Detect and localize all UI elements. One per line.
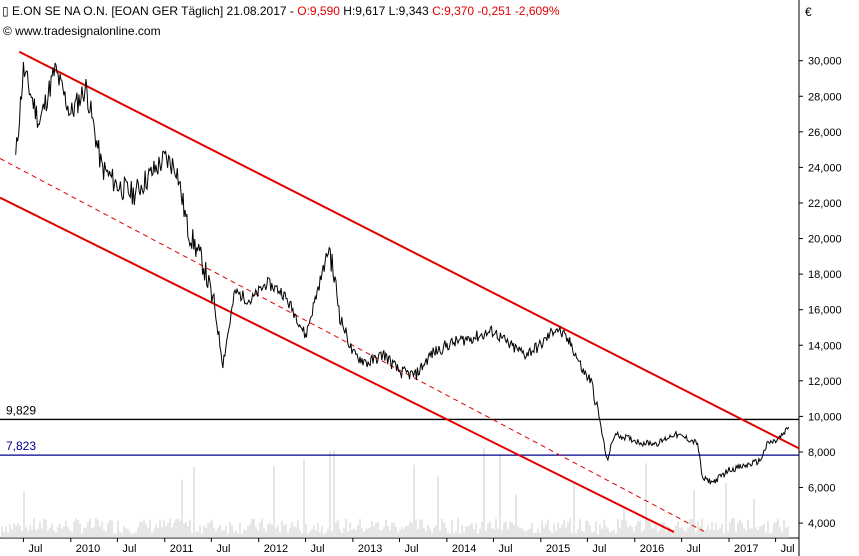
instrument-icon[interactable]: ▯ <box>2 4 9 18</box>
x-tick-label: 2017 <box>734 543 758 555</box>
y-tick-label: 18,000 <box>808 269 842 281</box>
y-tick-label: 14,000 <box>808 340 842 352</box>
low-value: L:9,343 <box>388 4 429 18</box>
y-tick-label: 22,000 <box>808 198 842 210</box>
high-value: H:9,617 <box>343 4 386 18</box>
x-tick-label: Jul <box>687 543 701 555</box>
y-tick-label: 30,000 <box>808 56 842 68</box>
x-tick-label: 2015 <box>546 543 570 555</box>
x-tick-label: Jul <box>311 543 325 555</box>
chart-header: ▯ E.ON SE NA O.N. [EOAN GER Täglich] 21.… <box>2 4 560 18</box>
x-tick-label: 2011 <box>170 543 194 555</box>
x-tick-label: Jul <box>216 543 230 555</box>
instrument-code: [EOAN GER <box>111 4 179 18</box>
x-tick-label: Jul <box>592 543 606 555</box>
x-tick-label: Jul <box>28 543 42 555</box>
y-tick-label: 12,000 <box>808 376 842 388</box>
channel-line <box>18 50 800 450</box>
y-tick-label: 20,000 <box>808 234 842 246</box>
copyright-notice: © www.tradesignalonline.com <box>3 24 161 38</box>
price-line <box>15 61 790 485</box>
y-tick-label: 10,000 <box>808 411 842 423</box>
level-label: 9,829 <box>6 403 36 417</box>
change-percent: -2,609% <box>514 4 560 18</box>
currency-label: € <box>805 5 812 19</box>
x-tick-label: 2012 <box>264 543 288 555</box>
y-tick-label: 28,000 <box>808 91 842 103</box>
x-tick-label: 2016 <box>640 543 664 555</box>
close-value: C:9,370 <box>432 4 475 18</box>
instrument-name: E.ON SE NA O.N. <box>11 4 108 18</box>
x-tick-label: Jul <box>122 543 136 555</box>
x-tick-label: 2013 <box>358 543 382 555</box>
x-tick-label: Jul <box>405 543 419 555</box>
y-tick-label: 8,000 <box>808 447 836 459</box>
change-value: -0,251 <box>477 4 512 18</box>
channel-midline <box>0 158 706 533</box>
interval-label: Täglich] <box>181 4 224 18</box>
y-tick-label: 6,000 <box>808 483 836 495</box>
quote-date: 21.08.2017 <box>226 4 287 18</box>
channel-line <box>0 196 675 533</box>
x-tick-label: 2010 <box>76 543 100 555</box>
level-label: 7,823 <box>6 439 36 453</box>
y-tick-label: 16,000 <box>808 305 842 317</box>
x-tick-label: Jul <box>498 543 512 555</box>
x-tick-label: 2014 <box>452 543 476 555</box>
open-value: O:9,590 <box>297 4 340 18</box>
x-tick-label: Jul <box>781 543 795 555</box>
y-tick-label: 4,000 <box>808 518 836 530</box>
y-tick-label: 26,000 <box>808 127 842 139</box>
y-tick-label: 24,000 <box>808 162 842 174</box>
